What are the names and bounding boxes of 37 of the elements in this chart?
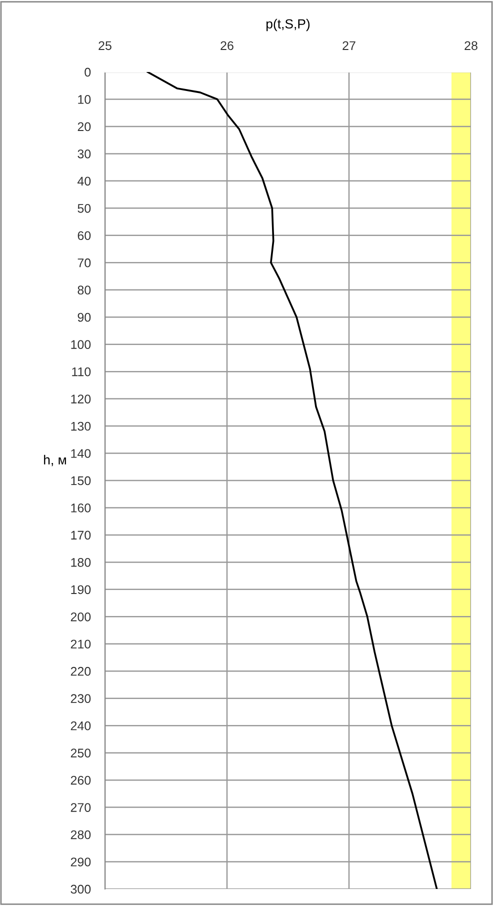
y-tick-label: 240 — [70, 721, 91, 730]
y-tick-label: 300 — [70, 884, 91, 894]
y-tick-label: 120 — [71, 394, 91, 404]
y-tick-label: 90 — [78, 312, 91, 322]
y-tick-label: 290 — [70, 858, 91, 866]
y-tick-label: 140 — [71, 449, 91, 458]
y-tick-label: 150 — [71, 476, 91, 486]
y-tick-label: 110 — [72, 367, 91, 376]
y-tick-label: 220 — [70, 666, 91, 676]
y-tick-label: 280 — [70, 830, 91, 840]
y-tick-label: 270 — [70, 803, 91, 812]
y-tick-label: 250 — [70, 748, 91, 758]
y-tick-label: 230 — [70, 694, 91, 704]
y-tick-label: 0 — [84, 68, 91, 77]
y-tick-label: 20 — [78, 122, 91, 132]
y-tick-label: 190 — [71, 585, 91, 594]
y-tick-label: 160 — [71, 504, 91, 512]
y-tick-label: 100 — [71, 340, 91, 349]
x-tick-label: 25 — [98, 41, 112, 50]
y-tick-label: 200 — [70, 612, 91, 622]
y-tick-label: 70 — [78, 258, 91, 268]
y-tick-label: 170 — [71, 530, 91, 540]
x-tick-label: 28 — [464, 41, 478, 50]
y-tick-label: 180 — [71, 558, 91, 567]
y-tick-label: 80 — [78, 286, 91, 295]
y-tick-label: 130 — [71, 422, 91, 431]
y-tick-label: 60 — [78, 231, 91, 240]
chart-title: p(t,S,P) — [266, 18, 310, 32]
y-tick-label: 30 — [78, 150, 91, 158]
y-tick-label: 260 — [70, 776, 91, 785]
x-tick-label: 27 — [342, 41, 356, 50]
y-tick-label: 50 — [78, 204, 91, 213]
y-axis-title: h, м — [44, 454, 66, 466]
y-tick-label: 10 — [78, 95, 91, 104]
y-tick-label: 40 — [77, 176, 91, 186]
x-tick-label: 26 — [220, 41, 234, 50]
y-tick-label: 210 — [70, 640, 91, 649]
